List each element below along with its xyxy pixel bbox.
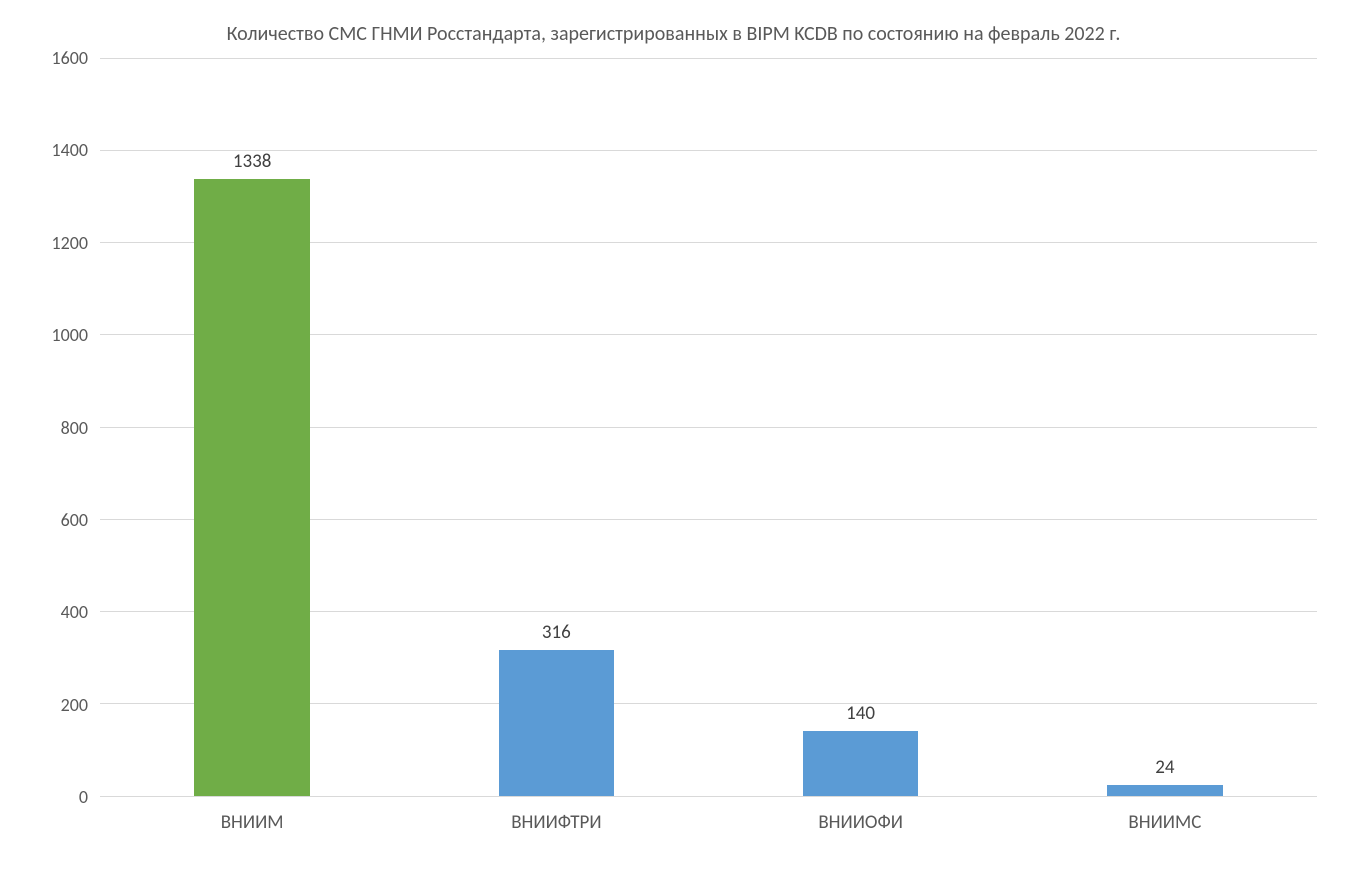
bar-group: 140 [709,58,1013,796]
bar [1107,785,1223,796]
plot-area: 1338 316 140 24 [100,58,1317,797]
bar-data-label: 1338 [233,150,272,173]
bar-group: 24 [1013,58,1317,796]
bar-data-label: 24 [1155,756,1174,779]
bar [499,650,615,796]
bar-group: 1338 [100,58,404,796]
bar [803,731,919,796]
chart-container: Количество CMC ГНМИ Росстандарта, зареги… [0,0,1347,877]
x-tick: ВНИИМС [1013,811,1317,847]
x-tick: ВНИИФТРИ [404,811,708,847]
plot-wrapper: 1338 316 140 24 [100,58,1317,847]
x-tick: ВНИИМ [100,811,404,847]
bar-data-label: 316 [542,621,571,644]
bars-container: 1338 316 140 24 [100,58,1317,796]
chart-area: 1600 1400 1200 1000 800 600 400 200 0 [30,58,1317,847]
bar [194,179,310,796]
chart-title: Количество CMC ГНМИ Росстандарта, зареги… [30,20,1317,48]
bar-data-label: 140 [846,702,875,725]
x-axis: ВНИИМ ВНИИФТРИ ВНИИОФИ ВНИИМС [100,797,1317,847]
bar-group: 316 [404,58,708,796]
x-tick: ВНИИОФИ [709,811,1013,847]
y-axis: 1600 1400 1200 1000 800 600 400 200 0 [30,58,100,847]
